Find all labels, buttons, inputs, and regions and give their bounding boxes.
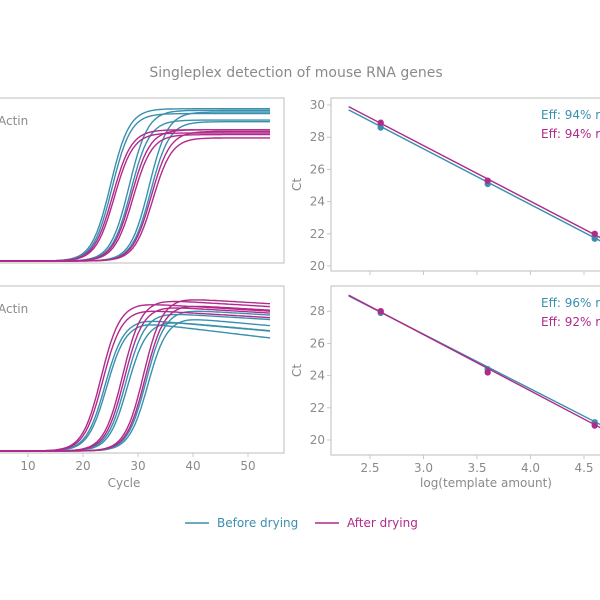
data-point-before [377, 124, 384, 131]
panel-3: Actin 10 20 30 40 50 Cycle [0, 285, 285, 490]
data-point-after [591, 422, 598, 429]
x-tick-label: 20 [75, 459, 90, 473]
legend-label-after: After drying [347, 516, 418, 530]
panel-frame [0, 97, 285, 264]
legend: Before drying After drying [185, 516, 418, 530]
panel-4: 20 22 24 26 28 2.5 3.0 3.5 4.0 4.5 log(template am… [290, 285, 600, 490]
y-tick-label: 20 [310, 259, 325, 273]
x-tick-label: 4.0 [521, 461, 540, 475]
data-point-after [591, 230, 598, 237]
chart-title: Singleplex detection of mouse RNA genes [149, 65, 442, 81]
fit-line-after [348, 294, 600, 429]
y-tick-label: 24 [310, 369, 325, 383]
x-axis-label: Cycle [108, 476, 141, 490]
y-axis-label: Ct [290, 364, 304, 377]
amplification-curve-after-6 [0, 305, 271, 452]
y-tick-label: 26 [310, 336, 325, 350]
fit-line-after [348, 105, 600, 239]
panel-label: Actin [0, 114, 28, 128]
data-point-after [484, 369, 491, 376]
amplification-curve-after-6 [0, 137, 270, 262]
panel-1: Actin [0, 97, 285, 264]
amplification-curve-after-5 [0, 130, 270, 262]
panel-frame [330, 97, 600, 272]
x-tick-label: 30 [130, 459, 145, 473]
data-point-before [591, 235, 598, 242]
x-tick-label: 3.5 [467, 461, 486, 475]
panel-frame [0, 285, 285, 454]
fit-line-before [348, 109, 600, 242]
data-point-after [484, 177, 491, 184]
x-tick-label: 50 [240, 459, 255, 473]
y-tick-label: 28 [310, 304, 325, 318]
data-point-after [377, 119, 384, 126]
x-tick-label: 2.5 [360, 461, 379, 475]
efficiency-annotation: Eff: 92% r2 [541, 315, 600, 329]
panel-label: Actin [0, 302, 28, 316]
x-tick-label: 40 [185, 459, 200, 473]
y-tick-label: 22 [310, 227, 325, 241]
amplification-curve-before-2 [0, 324, 271, 452]
amplification-curve-before-6 [0, 319, 271, 452]
amplification-curve-after-3 [0, 300, 271, 452]
y-axis-label: Ct [290, 178, 304, 191]
y-tick-label: 20 [310, 433, 325, 447]
efficiency-annotation: Eff: 94% r2 [541, 127, 600, 141]
y-tick-label: 28 [310, 130, 325, 144]
y-tick-label: 30 [310, 98, 325, 112]
legend-label-before: Before drying [217, 516, 298, 530]
x-axis-label: log(template amount) [420, 476, 552, 490]
x-tick-label: 4.5 [574, 461, 593, 475]
x-tick-label: 10 [20, 459, 35, 473]
amplification-curve-before-3 [0, 313, 271, 452]
efficiency-annotation: Eff: 94% r2 [541, 108, 600, 122]
efficiency-annotation: Eff: 96% r2 [541, 296, 600, 310]
y-tick-label: 26 [310, 162, 325, 176]
x-tick-label: 3.0 [414, 461, 433, 475]
panel-2: 20 22 24 26 28 30 Ct Eff: 94% r2 Eff: 94% r2 [290, 97, 600, 275]
y-tick-label: 22 [310, 401, 325, 415]
data-point-after [377, 308, 384, 315]
y-tick-label: 24 [310, 195, 325, 209]
panel-frame [330, 285, 600, 456]
